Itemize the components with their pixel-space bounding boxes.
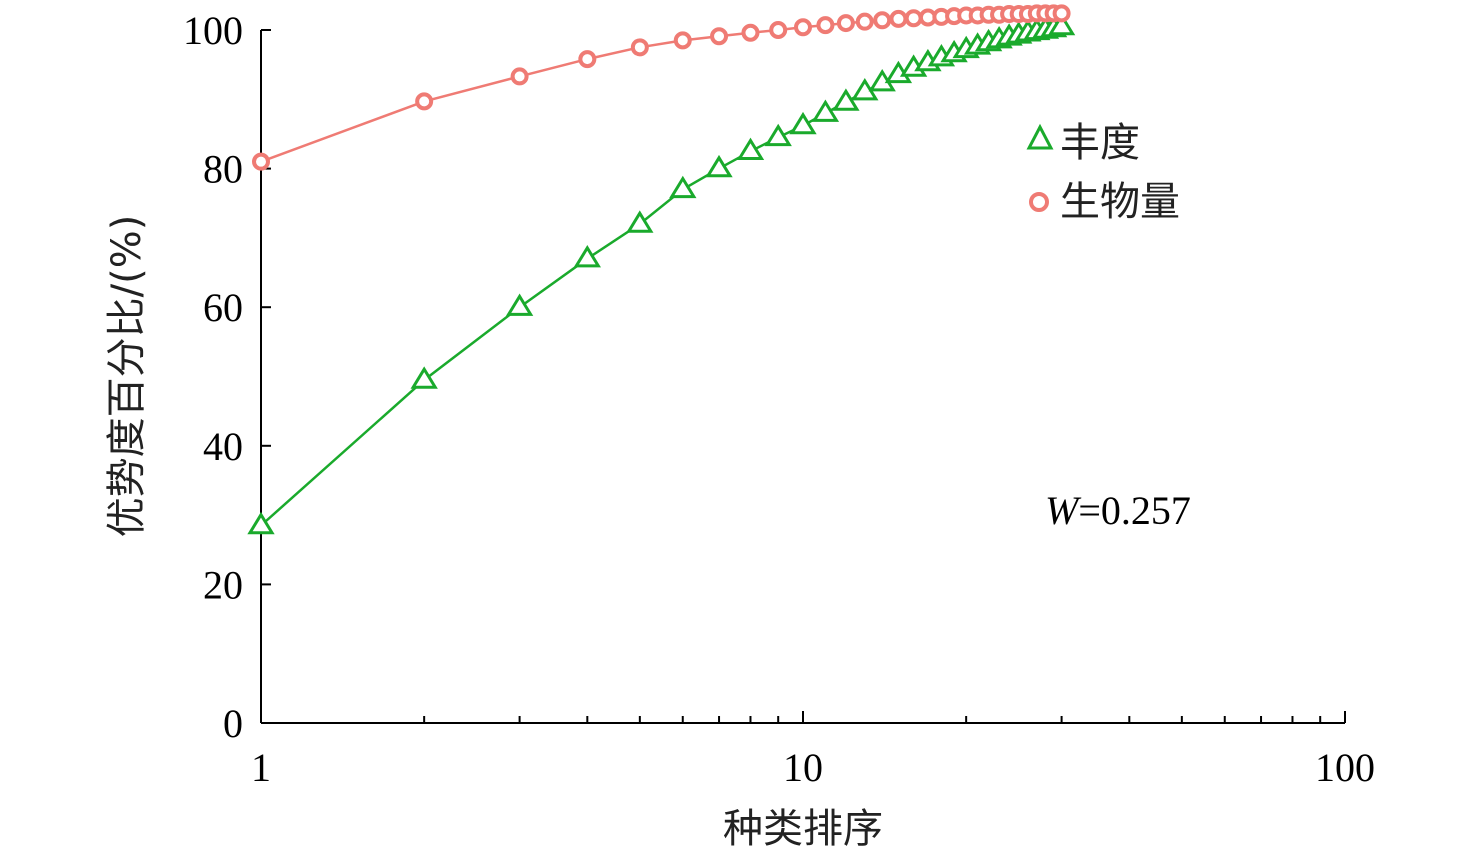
data-point-triangle (669, 175, 697, 199)
data-point-circle (710, 27, 729, 46)
data-point-triangle (626, 210, 654, 233)
series-abundance (247, 12, 1076, 535)
y-tick-label: 20 (203, 562, 243, 607)
y-axis-title: 优势度百分比/(%) (104, 215, 150, 538)
data-point-triangle (705, 154, 733, 178)
data-point-circle (794, 18, 812, 37)
legend-item-biomass: 生物量 (1029, 179, 1180, 225)
data-point-circle (1052, 4, 1071, 23)
data-point-circle (873, 11, 892, 30)
axis-ticks: 0 20 40 60 80 100 1 10 100 (183, 8, 1375, 790)
data-point-circle (836, 14, 855, 33)
data-point-circle (415, 92, 434, 111)
x-tick-label: 100 (1315, 745, 1375, 790)
data-point-circle (673, 31, 692, 50)
data-point-triangle (410, 366, 438, 389)
series-line (260, 25, 1062, 527)
y-tick-label: 80 (203, 147, 243, 192)
data-point-circle (816, 16, 835, 35)
data-point-circle (889, 9, 908, 28)
x-axis-title: 种类排序 (723, 806, 883, 852)
data-point-circle (252, 152, 270, 171)
x-tick-label: 10 (783, 745, 823, 790)
w-value: =0.257 (1078, 488, 1191, 533)
data-point-circle (904, 9, 923, 28)
x-tick-label: 1 (251, 745, 271, 790)
legend: 丰度 生物量 (1026, 120, 1180, 225)
legend-label-abundance: 丰度 (1060, 120, 1140, 166)
legend-triangle-icon (1026, 123, 1054, 150)
y-tick-label: 0 (223, 701, 243, 746)
data-point-triangle (789, 111, 817, 135)
series-layer (247, 4, 1076, 535)
data-point-circle (630, 38, 649, 57)
data-point-triangle (505, 293, 534, 316)
y-tick-label: 60 (203, 285, 243, 330)
data-point-triangle (1047, 12, 1076, 36)
data-point-circle (769, 21, 788, 39)
series-biomass (252, 4, 1071, 171)
w-symbol: W (1045, 488, 1082, 533)
data-point-triangle (247, 511, 275, 535)
data-point-triangle (764, 123, 792, 147)
legend-label-biomass: 生物量 (1060, 179, 1180, 225)
data-point-triangle (811, 99, 840, 122)
series-line (260, 12, 1062, 163)
legend-item-abundance: 丰度 (1026, 120, 1140, 166)
y-tick-label: 100 (183, 8, 243, 53)
w-statistic-annotation: W=0.257 (1045, 488, 1191, 533)
data-point-circle (510, 67, 529, 86)
data-point-circle (578, 50, 597, 69)
y-tick-label: 40 (203, 424, 243, 469)
data-point-circle (855, 12, 874, 31)
legend-circle-icon (1029, 192, 1049, 212)
data-point-circle (741, 23, 760, 42)
data-point-triangle (573, 245, 601, 268)
data-point-triangle (736, 137, 765, 160)
